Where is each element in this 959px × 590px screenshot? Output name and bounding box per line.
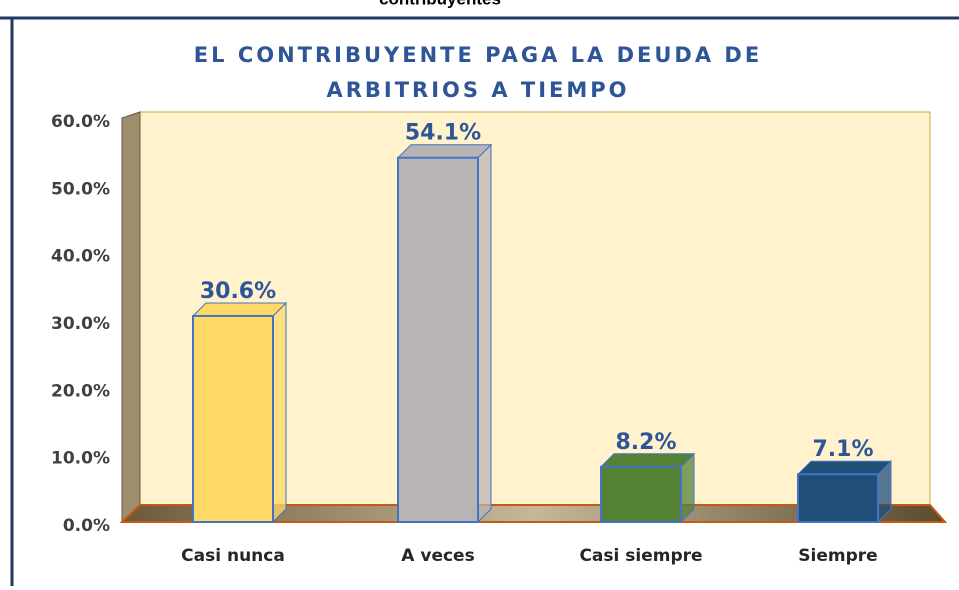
y-tick-label: 60.0%: [51, 112, 110, 132]
bar-front: [192, 314, 274, 523]
bar-side: [477, 143, 492, 524]
value-label: 30.6%: [200, 279, 276, 304]
caption: contribuyentes: [379, 0, 501, 8]
y-tick-label: 30.0%: [51, 314, 110, 334]
bar: [396, 143, 493, 524]
y-tick-label: 10.0%: [51, 449, 110, 469]
bar-top: [396, 144, 493, 159]
x-tick-label: Casi nunca: [181, 546, 285, 566]
bar-front: [797, 473, 879, 523]
y-tick-label: 0.0%: [63, 516, 110, 536]
frame: [0, 16, 959, 586]
bar-top: [191, 302, 288, 317]
chart-title: EL CONTRIBUYENTE PAGA LA DEUDA DE: [194, 43, 762, 67]
bar-top: [599, 453, 696, 468]
side-wall: [121, 111, 141, 524]
bar: [599, 452, 696, 524]
y-tick-label: 50.0%: [51, 179, 110, 199]
x-tick-label: Siempre: [798, 546, 877, 566]
value-label: 7.1%: [812, 437, 873, 462]
value-label: 54.1%: [405, 121, 481, 146]
x-tick-label: A veces: [401, 546, 474, 566]
value-label: 8.2%: [615, 430, 676, 455]
chart-title: ARBITRIOS A TIEMPO: [326, 78, 629, 102]
bar: [191, 301, 288, 524]
bar-top: [796, 460, 893, 475]
bar-front: [397, 156, 479, 524]
bar-front: [600, 465, 682, 523]
y-tick-label: 20.0%: [51, 381, 110, 401]
bar: [796, 459, 893, 524]
x-tick-label: Casi siempre: [579, 546, 702, 566]
y-tick-label: 40.0%: [51, 247, 110, 267]
bar-side: [272, 301, 287, 524]
